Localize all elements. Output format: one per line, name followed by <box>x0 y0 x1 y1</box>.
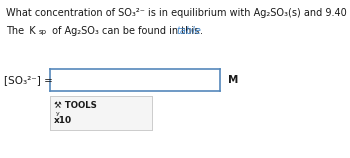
Text: of Ag₂SO₃ can be found in this: of Ag₂SO₃ can be found in this <box>49 26 202 36</box>
Text: .: . <box>200 26 203 36</box>
Text: [SO₃²⁻] =: [SO₃²⁻] = <box>4 75 53 85</box>
Text: table: table <box>176 26 201 36</box>
Text: sp: sp <box>39 29 47 35</box>
Text: The  K: The K <box>6 26 36 36</box>
Text: What concentration of SO₃²⁻ is in equilibrium with Ag₂SO₃(s) and 9.40 × 10⁻³ M A: What concentration of SO₃²⁻ is in equili… <box>6 8 350 18</box>
Text: y: y <box>56 111 60 116</box>
Text: ⚒ TOOLS: ⚒ TOOLS <box>54 101 97 110</box>
Text: M: M <box>228 75 238 85</box>
Text: x10: x10 <box>54 116 72 125</box>
